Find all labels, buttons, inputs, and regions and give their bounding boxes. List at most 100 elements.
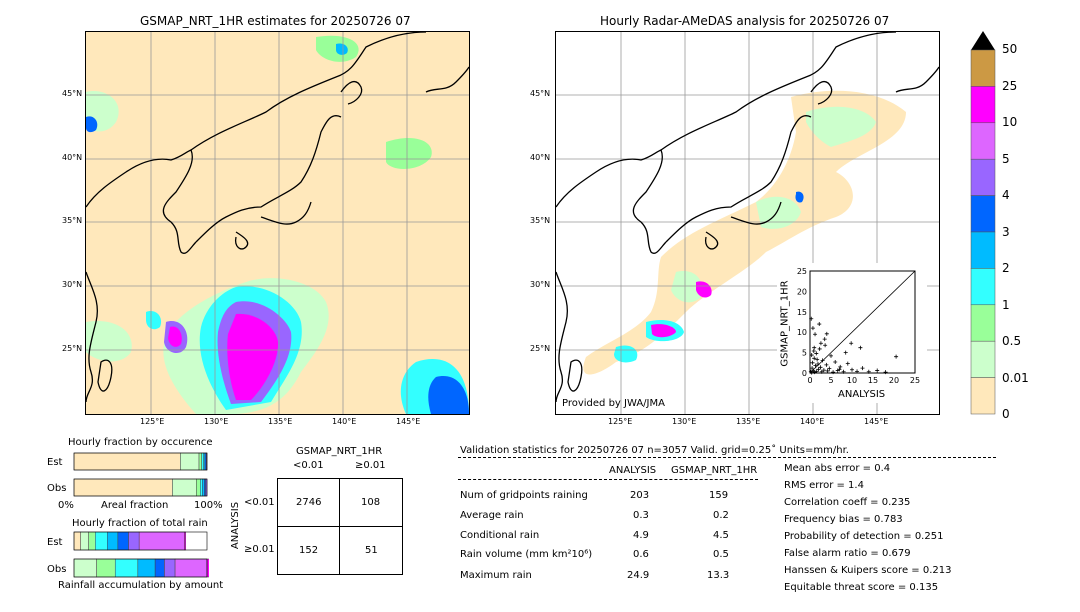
colorbar-segment xyxy=(970,231,996,269)
stat-row-label: Num of gridpoints raining xyxy=(460,490,588,501)
validation-divider xyxy=(458,457,996,458)
contingency-hdivider xyxy=(278,526,402,527)
score-line: Mean abs error = 0.4 xyxy=(784,463,891,474)
fraction-segment xyxy=(96,558,116,578)
colorbar-label-0.5: 0.5 xyxy=(1002,334,1022,348)
left-gridlines xyxy=(86,32,469,414)
fraction-segment xyxy=(88,531,96,551)
scatter-point xyxy=(809,353,814,358)
scatter-point xyxy=(810,360,815,365)
fraction-segment xyxy=(73,558,97,578)
score-line: False alarm ratio = 0.679 xyxy=(784,548,911,559)
validation-header-divider xyxy=(458,479,758,480)
validation-col-gsmap: GSMAP_NRT_1HR xyxy=(671,465,758,476)
right-map-canvas xyxy=(556,32,939,414)
left-lon-label-130: 130°E xyxy=(204,417,229,426)
colorbar-label-3: 3 xyxy=(1002,225,1010,239)
scatter-point xyxy=(866,369,871,374)
right-lon-label-140: 140°E xyxy=(800,417,825,426)
colorbar-segment xyxy=(970,158,996,196)
fraction-segment xyxy=(138,531,185,551)
colorbar-label-10: 10 xyxy=(1002,115,1018,129)
scatter-point xyxy=(810,326,815,331)
fraction-segment xyxy=(73,478,173,497)
scatter-point xyxy=(818,341,823,346)
rain-xlabel: Rainfall accumulation by amount xyxy=(58,580,224,591)
cell-11: 51 xyxy=(365,545,378,556)
colorbar-segment xyxy=(970,340,996,378)
fraction-segment xyxy=(137,558,156,578)
validation-col-analysis: ANALYSIS xyxy=(609,465,657,476)
left-coastline xyxy=(86,32,469,403)
contingency-col-lt: <0.01 xyxy=(293,460,324,471)
score-line: Correlation coeff = 0.235 xyxy=(784,497,911,508)
scatter-ytick: 5 xyxy=(802,349,807,358)
stat-row-analysis: 0.6 xyxy=(633,549,649,560)
fraction-segment xyxy=(201,452,204,471)
scatter-point xyxy=(812,370,817,375)
left-rain-field xyxy=(86,35,469,414)
scatter-point xyxy=(816,367,821,372)
left-lat-label-35: 35°N xyxy=(62,216,83,225)
scatter-point xyxy=(855,369,860,374)
colorbar-segment xyxy=(970,49,996,87)
fraction-segment xyxy=(172,478,197,497)
scatter-point xyxy=(829,353,833,358)
right-lat-label-25: 25°N xyxy=(530,344,551,353)
occ-xlabel-0: 0% xyxy=(58,500,74,511)
fraction-bar-outline xyxy=(73,531,208,551)
left-lon-label-145: 145°E xyxy=(396,417,421,426)
colorbar-label-0.01: 0.01 xyxy=(1002,371,1029,385)
scatter-ylabel: GSMAP_NRT_1HR xyxy=(779,280,791,367)
scatter-frame xyxy=(809,270,916,374)
occurrence-title: Hourly fraction by occurence xyxy=(68,437,213,448)
contingency-row-label: ANALYSIS xyxy=(230,501,242,550)
scatter-point xyxy=(838,364,843,369)
cell-00: 2746 xyxy=(296,497,322,508)
scatter-ytick: 25 xyxy=(797,267,807,276)
right-lon-label-135: 135°E xyxy=(736,417,761,426)
left-lat-label-45: 45°N xyxy=(62,89,83,98)
right-lon-label-125: 125°E xyxy=(608,417,633,426)
colorbar-segment xyxy=(970,377,996,415)
scatter-point xyxy=(850,367,854,372)
scatter-ytick: 15 xyxy=(797,308,807,317)
colorbar-segment xyxy=(970,195,996,233)
right-coastline xyxy=(556,32,939,403)
left-lon-label-135: 135°E xyxy=(268,417,293,426)
scatter-point xyxy=(817,322,822,327)
scatter-xtick: 10 xyxy=(847,376,857,385)
stat-row-analysis: 0.3 xyxy=(633,510,649,521)
scatter-point xyxy=(825,368,830,373)
scatter-point xyxy=(823,343,828,348)
scatter-point xyxy=(817,346,822,351)
scatter-point xyxy=(831,370,836,375)
scatter-inset: 0 5 10 15 20 25 0 5 10 15 20 25 xyxy=(777,263,927,403)
left-map xyxy=(85,31,470,415)
left-lat-label-40: 40°N xyxy=(62,153,83,162)
fraction-segment xyxy=(184,531,186,551)
totalrain-bars xyxy=(73,531,209,578)
colorbar-label-25: 25 xyxy=(1002,79,1018,93)
stat-row-label: Maximum rain xyxy=(460,570,532,581)
fraction-segment xyxy=(73,452,181,471)
scatter-point xyxy=(875,368,880,373)
colorbar-segment xyxy=(970,304,996,342)
fraction-segment xyxy=(164,558,176,578)
stat-row-analysis: 203 xyxy=(630,490,650,501)
colorbar-segment xyxy=(970,122,996,160)
scatter-point xyxy=(809,316,814,321)
fraction-segment xyxy=(198,452,202,471)
left-lat-label-25: 25°N xyxy=(62,344,83,353)
scatter-point xyxy=(841,369,846,374)
scatter-xtick: 15 xyxy=(868,376,878,385)
scatter-xlabel: ANALYSIS xyxy=(838,389,886,400)
stat-row-gsmap: 0.5 xyxy=(713,549,729,560)
occ-xlabel-100: 100% xyxy=(194,500,223,511)
fraction-segment xyxy=(154,558,165,578)
right-lat-label-35: 35°N xyxy=(530,216,551,225)
fraction-bar-outline xyxy=(73,452,208,471)
totalrain-title: Hourly fraction of total rain xyxy=(72,518,208,529)
contingency-title: GSMAP_NRT_1HR xyxy=(296,446,383,457)
score-line: Probability of detection = 0.251 xyxy=(784,531,944,542)
